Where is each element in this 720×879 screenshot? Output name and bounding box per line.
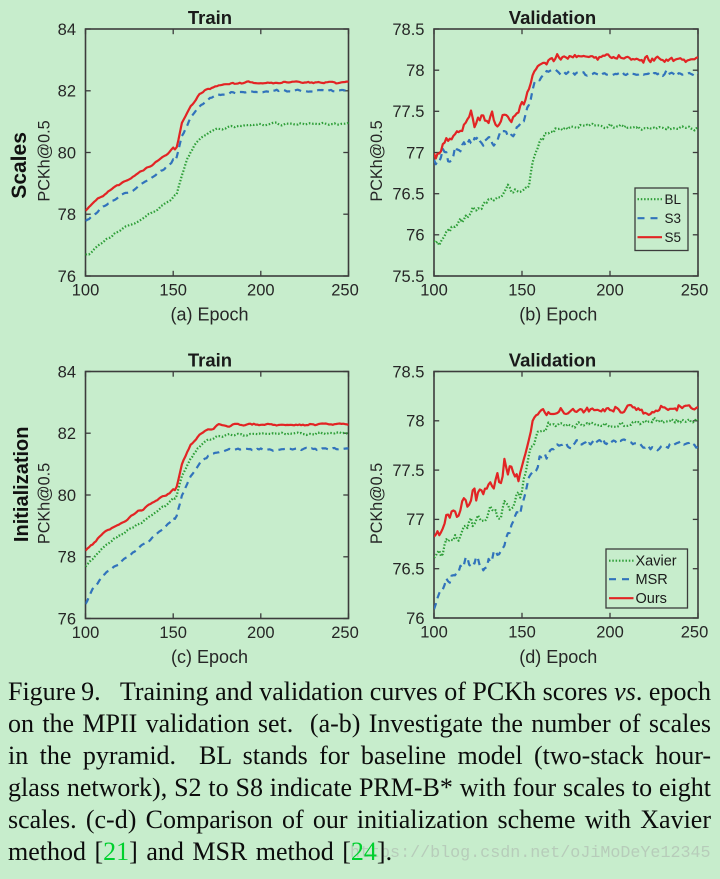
svg-text:200: 200: [247, 624, 275, 642]
svg-text:PCKh@0.5: PCKh@0.5: [368, 120, 386, 201]
svg-text:S5: S5: [665, 230, 682, 245]
svg-text:250: 250: [331, 624, 359, 642]
svg-text:100: 100: [420, 282, 448, 300]
svg-text:77.5: 77.5: [392, 103, 424, 121]
svg-text:78: 78: [406, 62, 424, 80]
svg-text:150: 150: [508, 624, 536, 642]
svg-text:PCKh@0.5: PCKh@0.5: [36, 463, 54, 544]
svg-text:78.5: 78.5: [392, 21, 424, 39]
svg-text:82: 82: [58, 83, 76, 101]
svg-text:84: 84: [58, 21, 76, 39]
svg-text:100: 100: [72, 282, 100, 300]
svg-text:77: 77: [406, 511, 424, 529]
svg-text:Train: Train: [188, 350, 232, 371]
svg-text:75.5: 75.5: [392, 268, 424, 286]
svg-text:Ours: Ours: [636, 591, 667, 607]
svg-text:100: 100: [72, 624, 100, 642]
svg-text:78.5: 78.5: [392, 363, 424, 381]
svg-text:(b) Epoch: (b) Epoch: [519, 305, 597, 325]
svg-text:76: 76: [58, 268, 76, 286]
svg-text:(d) Epoch: (d) Epoch: [519, 647, 597, 667]
svg-text:77.5: 77.5: [392, 462, 424, 480]
svg-text:82: 82: [58, 425, 76, 443]
svg-text:250: 250: [331, 282, 359, 300]
svg-text:150: 150: [508, 282, 536, 300]
svg-text:Xavier: Xavier: [636, 554, 677, 570]
svg-text:76: 76: [406, 610, 424, 628]
svg-text:76.5: 76.5: [392, 561, 424, 579]
svg-text:PCKh@0.5: PCKh@0.5: [36, 120, 54, 201]
svg-text:Train: Train: [188, 7, 232, 28]
svg-text:Scales: Scales: [8, 132, 31, 199]
svg-text:MSR: MSR: [636, 572, 668, 588]
svg-text:80: 80: [58, 487, 76, 505]
svg-text:76: 76: [58, 610, 76, 628]
svg-text:200: 200: [247, 282, 275, 300]
svg-text:80: 80: [58, 144, 76, 162]
svg-text:200: 200: [596, 624, 624, 642]
svg-text:150: 150: [159, 282, 187, 300]
svg-text:78: 78: [58, 206, 76, 224]
svg-text:(c) Epoch: (c) Epoch: [171, 647, 248, 667]
svg-text:PCKh@0.5: PCKh@0.5: [368, 463, 386, 544]
svg-text:77: 77: [406, 144, 424, 162]
svg-text:250: 250: [681, 282, 709, 300]
svg-text:Initialization: Initialization: [11, 427, 33, 543]
svg-text:84: 84: [58, 363, 76, 381]
svg-text:150: 150: [159, 624, 187, 642]
svg-text:200: 200: [596, 282, 624, 300]
svg-text:76.5: 76.5: [392, 186, 424, 204]
svg-text:78: 78: [406, 413, 424, 431]
svg-text:BL: BL: [665, 192, 682, 207]
svg-text:100: 100: [420, 624, 448, 642]
svg-text:Validation: Validation: [509, 7, 596, 28]
svg-text:78: 78: [58, 549, 76, 567]
svg-text:S3: S3: [665, 211, 682, 226]
svg-text:76: 76: [406, 227, 424, 245]
svg-text:(a) Epoch: (a) Epoch: [170, 305, 248, 325]
svg-text:Validation: Validation: [509, 350, 596, 371]
svg-text:250: 250: [681, 624, 709, 642]
